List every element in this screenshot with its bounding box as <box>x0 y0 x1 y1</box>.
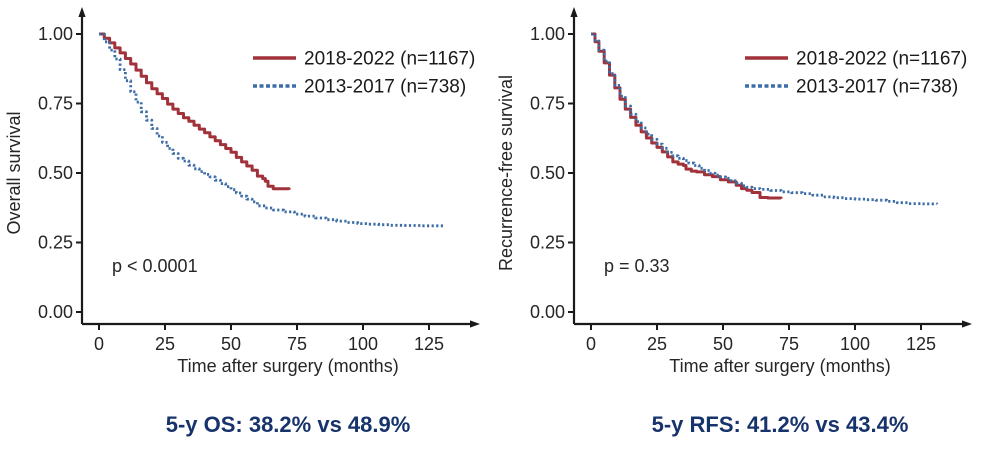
x-tick-label: 0 <box>94 334 104 354</box>
y-tick-label: 0.25 <box>530 233 565 253</box>
legend-label: 2018-2022 (n=1167) <box>304 49 475 70</box>
os-chart: 1.00 0.75 0.50 0.25 0.00 0 25 50 75 100 125 Overall… <box>4 7 480 376</box>
x-axis-arrow <box>470 320 480 328</box>
y-tick-label: 0.75 <box>530 94 565 114</box>
x-axis-title: Time after surgery (months) <box>669 356 890 376</box>
os-caption-row: 5-y OS: 38.2% vs 48.9% <box>0 400 492 462</box>
y-axis-arrow <box>570 7 578 17</box>
x-tick-label: 75 <box>779 334 799 354</box>
p-value-label: p = 0.33 <box>604 256 670 276</box>
x-tick-label: 125 <box>906 334 936 354</box>
x-tick-label: 100 <box>840 334 870 354</box>
x-tick-label: 0 <box>586 334 596 354</box>
x-tick-label: 125 <box>414 334 444 354</box>
os-panel: 1.00 0.75 0.50 0.25 0.00 0 25 50 75 100 125 Overall… <box>0 0 492 462</box>
y-tick-label: 1.00 <box>38 24 73 44</box>
y-axis-arrow <box>78 7 86 17</box>
rfs-summary-caption: 5-y RFS: 41.2% vs 43.4% <box>651 412 909 437</box>
km-curve-2018-2022 <box>99 32 291 191</box>
rfs-caption-row: 5-y RFS: 41.2% vs 43.4% <box>492 400 984 462</box>
p-value-label: p < 0.0001 <box>112 256 198 276</box>
rfs-chart: 1.00 0.75 0.50 0.25 0.00 0 25 50 75 100 125 Recurre… <box>496 7 972 376</box>
km-curve-2013-2017 <box>591 32 939 206</box>
y-tick-label: 0.00 <box>530 302 565 322</box>
y-tick-label: 1.00 <box>530 24 565 44</box>
y-tick-label: 0.75 <box>38 94 73 114</box>
y-axis-title: Overall survival <box>4 111 24 234</box>
y-tick-label: 0.25 <box>38 233 73 253</box>
x-tick-label: 75 <box>287 334 307 354</box>
x-tick-label: 50 <box>221 334 241 354</box>
y-axis-title: Recurrence-free survival <box>496 75 516 271</box>
x-tick-label: 25 <box>155 334 175 354</box>
x-tick-label: 100 <box>348 334 378 354</box>
x-axis-arrow <box>962 320 972 328</box>
legend-label: 2018-2022 (n=1167) <box>796 49 967 70</box>
y-tick-label: 0.50 <box>38 163 73 183</box>
km-curve-2018-2022 <box>591 32 783 200</box>
rfs-panel: 1.00 0.75 0.50 0.25 0.00 0 25 50 75 100 125 Recurre… <box>492 0 984 462</box>
x-tick-label: 25 <box>647 334 667 354</box>
x-axis-title: Time after surgery (months) <box>177 356 398 376</box>
legend-label: 2013-2017 (n=738) <box>304 77 466 98</box>
y-tick-label: 0.00 <box>38 302 73 322</box>
os-summary-caption: 5-y OS: 38.2% vs 48.9% <box>165 412 411 437</box>
x-tick-label: 50 <box>713 334 733 354</box>
legend-label: 2013-2017 (n=738) <box>796 77 958 98</box>
y-tick-label: 0.50 <box>530 163 565 183</box>
